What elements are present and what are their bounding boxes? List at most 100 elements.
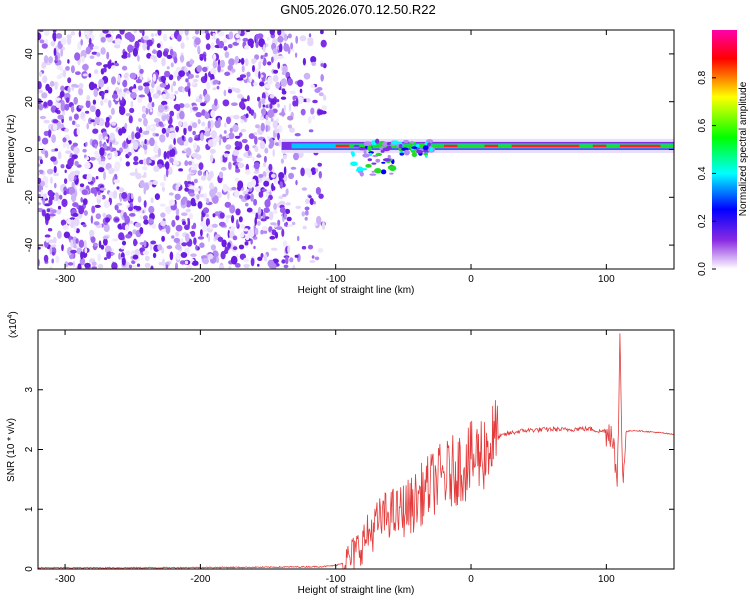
noise-speckle: [267, 76, 273, 85]
noise-speckle: [244, 58, 249, 67]
noise-speckle: [193, 142, 197, 151]
noise-speckle: [194, 30, 200, 35]
noise-speckle: [94, 204, 101, 208]
noise-speckle: [307, 116, 312, 124]
noise-speckle: [279, 181, 284, 189]
y-tick-label: -40: [24, 237, 35, 252]
noise-speckle: [195, 244, 198, 251]
noise-speckle: [232, 149, 239, 156]
noise-speckle: [127, 151, 132, 157]
noise-speckle: [258, 173, 264, 178]
noise-speckle: [240, 128, 247, 133]
noise-speckle: [169, 199, 175, 206]
noise-speckle: [246, 106, 251, 111]
noise-speckle: [166, 54, 173, 60]
noise-speckle: [109, 142, 113, 147]
noise-speckle: [88, 37, 92, 45]
noise-speckle: [251, 179, 257, 187]
noise-speckle: [103, 200, 111, 208]
noise-speckle: [175, 251, 181, 261]
noise-speckle: [125, 31, 133, 41]
signal-blob: [399, 152, 404, 156]
noise-speckle: [97, 263, 104, 269]
noise-speckle: [50, 105, 57, 113]
noise-speckle: [47, 99, 53, 107]
noise-speckle: [79, 183, 85, 188]
noise-speckle: [90, 236, 96, 243]
noise-speckle: [276, 226, 283, 231]
noise-speckle: [75, 228, 80, 234]
noise-speckle: [204, 111, 210, 120]
signal-blob: [375, 152, 383, 157]
noise-speckle: [163, 151, 167, 160]
noise-speckle: [268, 211, 274, 221]
noise-speckle: [284, 208, 291, 215]
noise-speckle: [81, 189, 89, 196]
noise-speckle: [229, 127, 233, 133]
noise-speckle: [144, 262, 151, 268]
noise-speckle: [96, 61, 102, 66]
noise-speckle: [51, 258, 54, 264]
noise-speckle: [209, 170, 214, 179]
noise-speckle: [169, 94, 176, 100]
noise-speckle: [144, 139, 147, 145]
noise-speckle: [254, 136, 258, 145]
noise-speckle: [286, 216, 292, 222]
noise-speckle: [123, 74, 128, 79]
noise-speckle: [190, 230, 196, 237]
noise-speckle: [184, 260, 189, 265]
noise-speckle: [317, 109, 324, 115]
noise-speckle: [120, 246, 125, 250]
noise-speckle: [175, 262, 178, 269]
noise-speckle: [160, 182, 165, 187]
noise-speckle: [52, 30, 57, 33]
noise-speckle: [90, 119, 96, 123]
noise-speckle: [263, 155, 267, 163]
noise-speckle: [240, 231, 245, 238]
noise-speckle: [98, 78, 105, 88]
noise-speckle: [211, 223, 218, 228]
noise-speckle: [221, 239, 227, 248]
noise-speckle: [118, 232, 125, 241]
noise-speckle: [242, 37, 249, 42]
noise-speckle: [150, 265, 154, 269]
noise-speckle: [194, 37, 201, 45]
noise-speckle: [264, 52, 268, 57]
noise-speckle: [311, 255, 315, 259]
noise-speckle: [187, 125, 193, 132]
noise-speckle: [216, 256, 219, 264]
noise-speckle: [199, 242, 205, 248]
noise-speckle: [251, 211, 257, 215]
noise-speckle: [243, 257, 250, 263]
noise-speckle: [283, 104, 286, 113]
noise-speckle: [222, 136, 227, 143]
noise-speckle: [96, 52, 101, 57]
noise-speckle: [74, 52, 81, 61]
noise-speckle: [261, 97, 266, 105]
noise-speckle: [265, 124, 268, 133]
y-tick-label: 2: [24, 446, 35, 452]
signal-blob: [369, 152, 373, 157]
noise-speckle: [207, 120, 211, 129]
signal-blob: [360, 168, 368, 171]
noise-speckle: [151, 50, 158, 54]
noise-speckle: [85, 99, 91, 109]
noise-speckle: [72, 202, 79, 208]
noise-speckle: [114, 151, 118, 158]
noise-speckle: [309, 260, 316, 263]
noise-speckle: [279, 207, 286, 214]
noise-speckle: [236, 77, 244, 81]
noise-speckle: [197, 45, 201, 54]
noise-speckle: [227, 44, 233, 49]
noise-speckle: [187, 218, 191, 228]
noise-speckle: [320, 30, 324, 35]
noise-speckle: [70, 31, 76, 36]
noise-speckle: [107, 155, 112, 159]
noise-speckle: [178, 140, 185, 146]
noise-speckle: [70, 249, 77, 254]
noise-speckle: [43, 193, 47, 200]
noise-speckle: [187, 73, 194, 79]
noise-speckle: [134, 132, 141, 139]
noise-speckle: [54, 182, 57, 189]
noise-speckle: [48, 129, 52, 138]
